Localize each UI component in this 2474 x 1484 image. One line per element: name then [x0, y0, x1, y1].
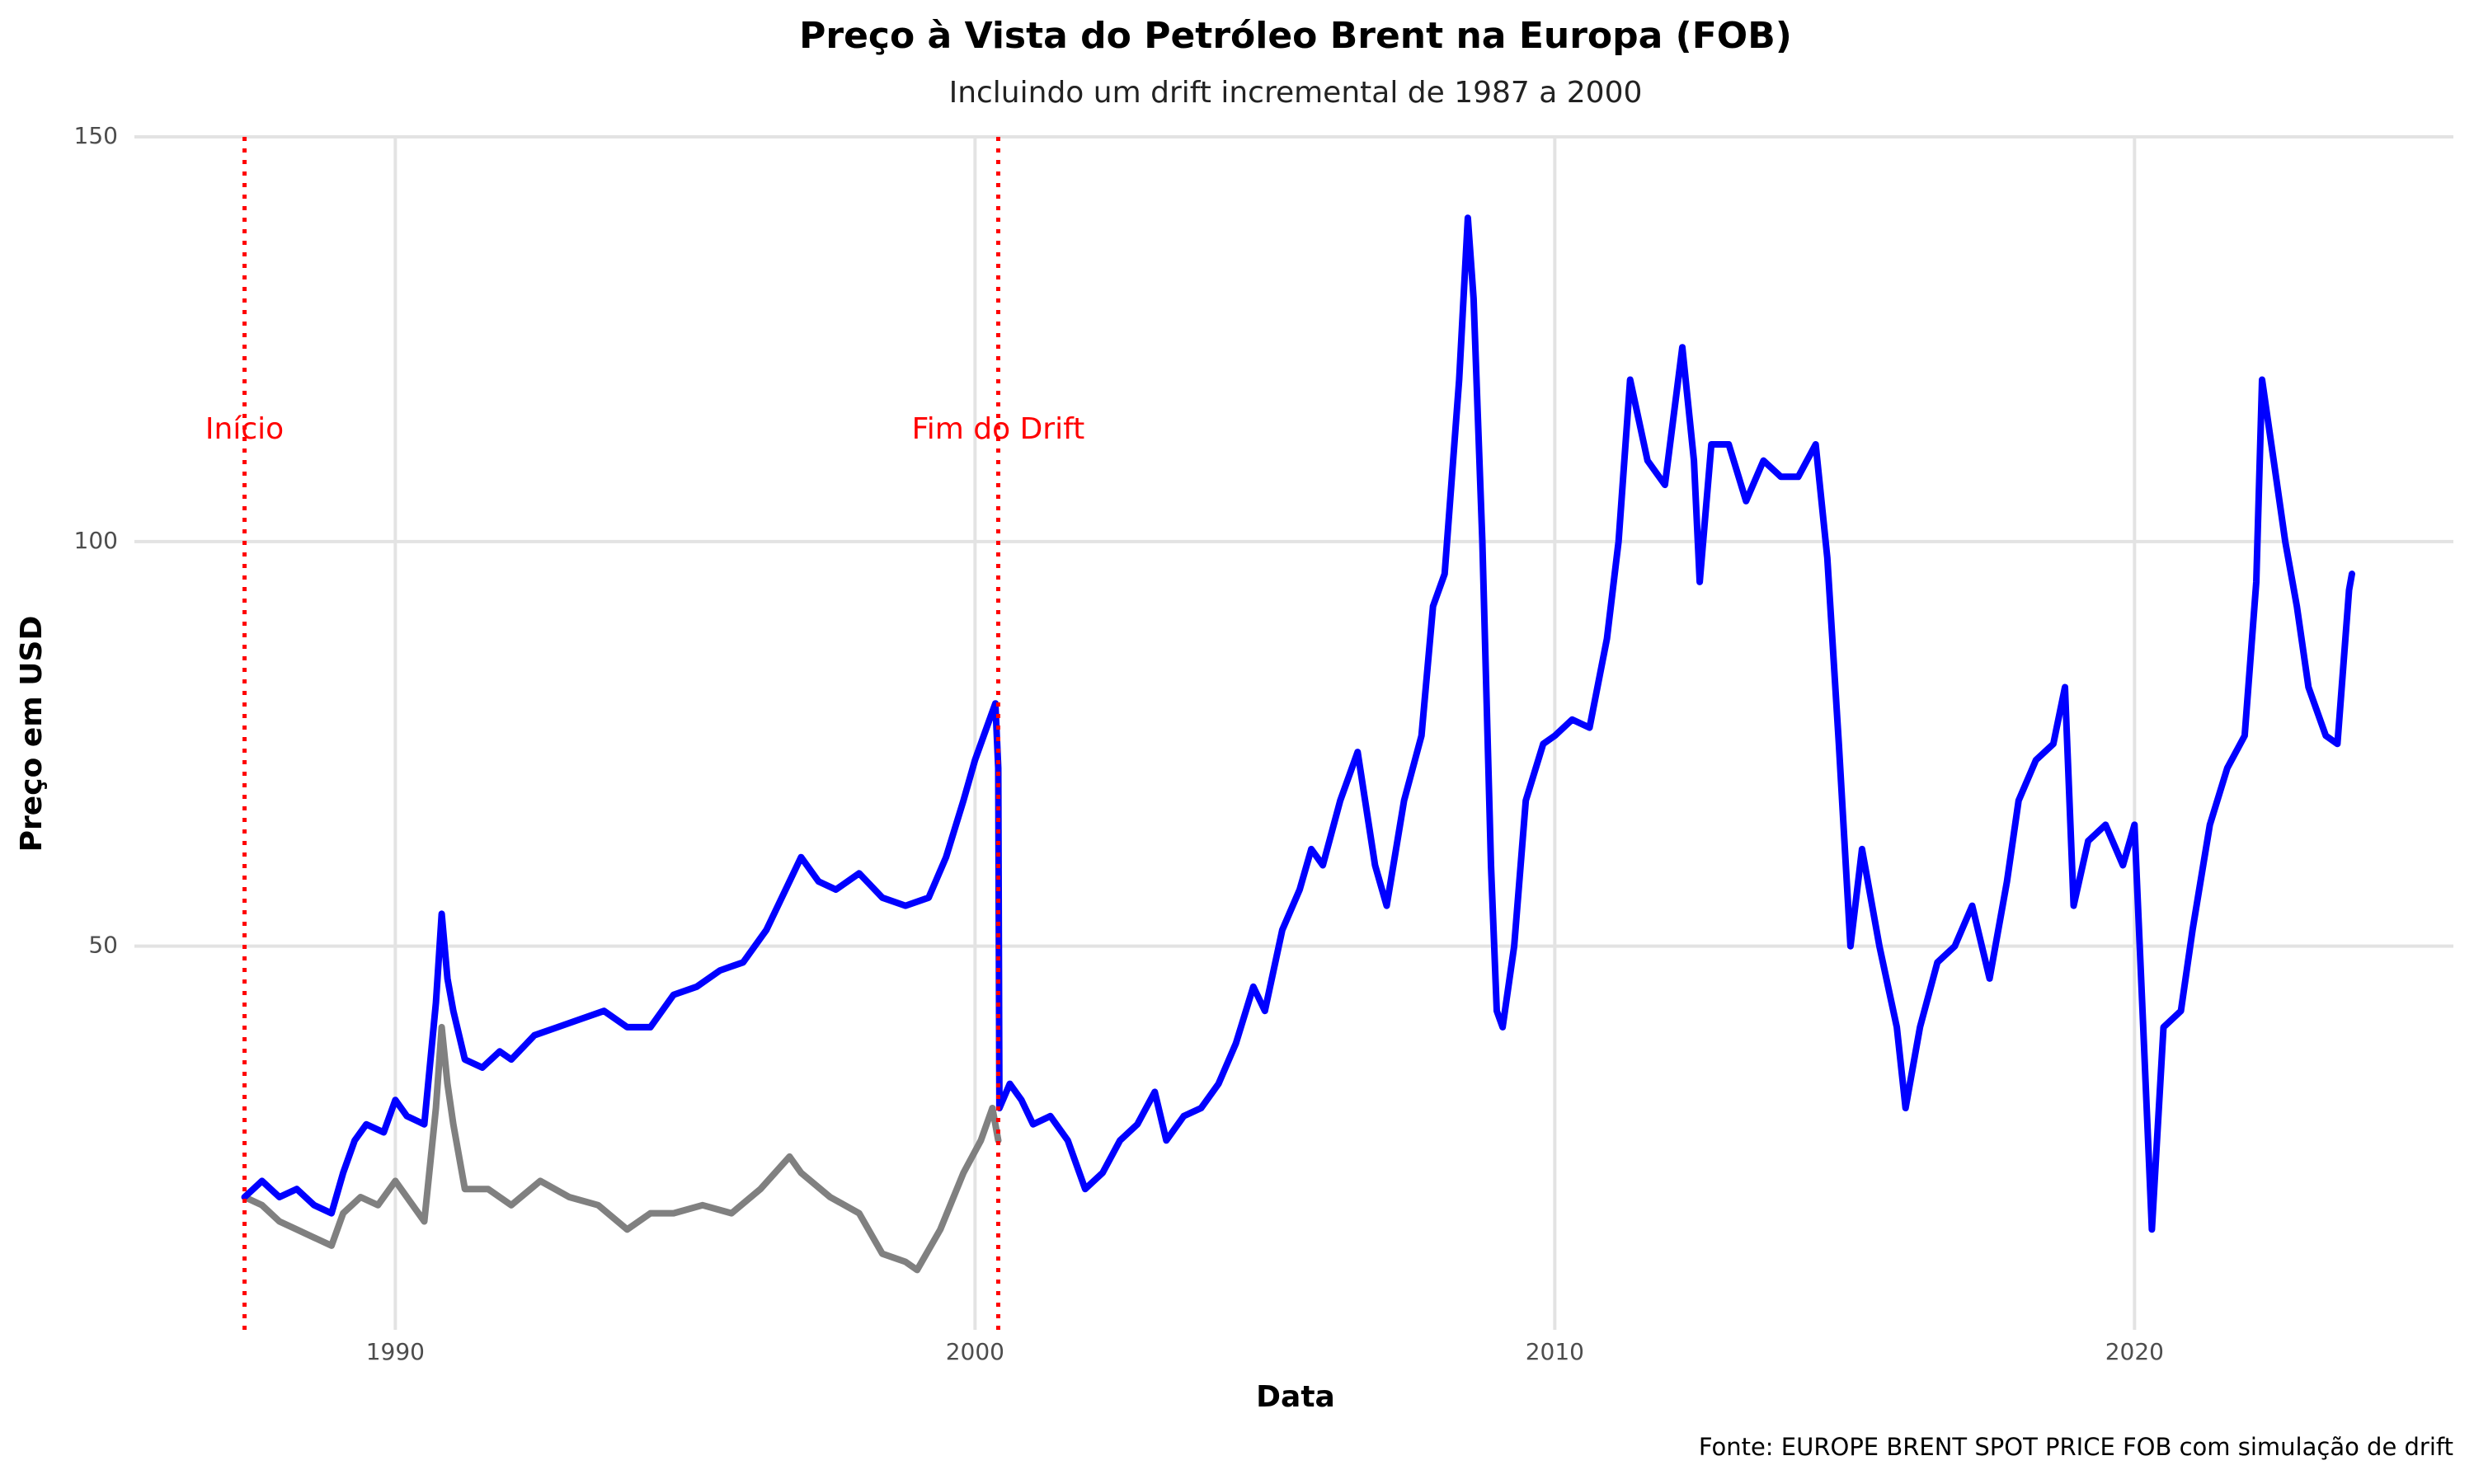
- y-axis-title: Preço em USD: [15, 616, 49, 852]
- caption: Fonte: EUROPE BRENT SPOT PRICE FOB com s…: [1699, 1433, 2453, 1461]
- y-tick-label: 50: [88, 932, 118, 959]
- price-line: [241, 1023, 1002, 1274]
- chart-title: Preço à Vista do Petróleo Brent na Europ…: [799, 15, 1792, 57]
- annotation: Início: [205, 412, 284, 446]
- price-line: [241, 214, 2355, 1233]
- y-tick-label: 150: [74, 122, 118, 149]
- x-axis-title: Data: [1256, 1380, 1335, 1414]
- x-tick-label: 1990: [366, 1338, 425, 1365]
- chart-subtitle: Incluindo um drift incremental de 1987 a…: [949, 76, 1643, 110]
- y-tick-label: 100: [74, 527, 118, 554]
- x-tick-label: 2000: [946, 1338, 1004, 1365]
- x-tick-label: 2020: [2105, 1338, 2164, 1365]
- x-tick-label: 2010: [1526, 1338, 1584, 1365]
- annotation: Fim do Drift: [912, 412, 1085, 446]
